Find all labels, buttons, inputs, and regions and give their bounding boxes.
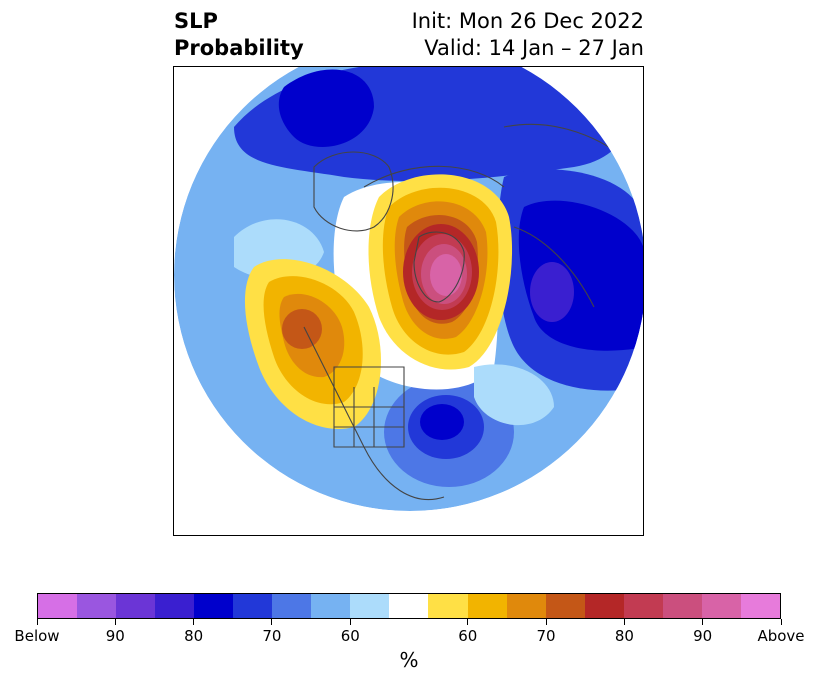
- colorbar-segment: [155, 594, 195, 618]
- colorbar-tick-label: 80: [614, 627, 634, 645]
- colorbar-segment: [389, 594, 429, 618]
- colorbar-segment: [545, 594, 585, 618]
- colorbar-segment: [233, 594, 273, 618]
- below-region-atlantic-europe: [234, 67, 627, 182]
- title-line-1: SLP: [174, 9, 218, 33]
- colorbar-tick-label: Above: [757, 627, 805, 645]
- colorbar-segment: [662, 594, 702, 618]
- colorbar-tick-label: 90: [105, 627, 125, 645]
- valid-range: Valid: 14 Jan – 27 Jan: [424, 36, 644, 60]
- init-date: Init: Mon 26 Dec 2022: [411, 9, 644, 33]
- colorbar-segment: [428, 594, 468, 618]
- map-plot: [173, 66, 644, 536]
- colorbar-tick: [545, 619, 547, 625]
- colorbar-tick-label: 80: [184, 627, 204, 645]
- colorbar-segment: [38, 594, 78, 618]
- colorbar-segment: [77, 594, 117, 618]
- colorbar-segment: [350, 594, 390, 618]
- colorbar-tick-label: Below: [14, 627, 60, 645]
- colorbar-segment: [194, 594, 234, 618]
- colorbar-segment: [701, 594, 741, 618]
- colorbar-segment: [311, 594, 351, 618]
- below-region-eastern-canada: [384, 377, 514, 487]
- colorbar-tick-label: 60: [458, 627, 478, 645]
- coastlines: [303, 123, 635, 501]
- colorbar-tick: [36, 619, 38, 625]
- colorbar-tick: [623, 619, 625, 625]
- title-line-2: Probability: [174, 36, 304, 60]
- colorbar-segment: [272, 594, 312, 618]
- chart-title: SLP Probability: [174, 8, 304, 62]
- colorbar-tick-label: 60: [340, 627, 360, 645]
- colorbar-tick: [193, 619, 195, 625]
- colorbar-tick: [780, 619, 782, 625]
- colorbar-unit-label: %: [399, 648, 419, 672]
- colorbar-tick-label: 90: [693, 627, 713, 645]
- colorbar-tick: [467, 619, 469, 625]
- colorbar-segment: [506, 594, 546, 618]
- below-region-siberia: [497, 169, 643, 391]
- colorbar-tick: [271, 619, 273, 625]
- probability-map: [174, 67, 643, 536]
- colorbar-segment: [584, 594, 624, 618]
- colorbar-segment: [467, 594, 507, 618]
- colorbar-segment: [740, 594, 780, 618]
- colorbar-tick: [702, 619, 704, 625]
- chart-subtitle: Init: Mon 26 Dec 2022 Valid: 14 Jan – 27…: [412, 8, 644, 62]
- colorbar-tick: [114, 619, 116, 625]
- above-region-arctic: [368, 174, 513, 370]
- colorbar-segment: [116, 594, 156, 618]
- colorbar-tick: [349, 619, 351, 625]
- colorbar-tick-label: 70: [262, 627, 282, 645]
- colorbar-segment: [623, 594, 663, 618]
- above-region-gulf: [424, 525, 484, 536]
- colorbar: [37, 593, 781, 619]
- colorbar-tick-label: 70: [536, 627, 556, 645]
